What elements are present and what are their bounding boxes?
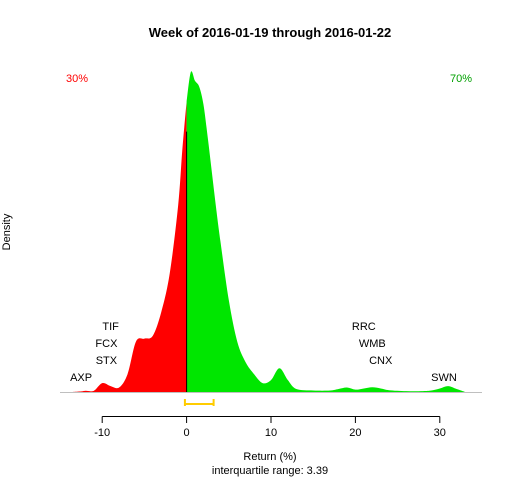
negative-percent-label: 30% <box>66 73 88 85</box>
x-tick-label: -10 <box>94 427 110 439</box>
x-axis-ticks: -10 0 10 20 30 <box>94 416 446 439</box>
iqr-subtitle: interquartile range: 3.39 <box>212 465 328 477</box>
chart-title: Week of 2016-01-19 through 2016-01-22 <box>149 25 392 40</box>
negative-density-area <box>72 101 187 392</box>
x-tick-label: 0 <box>184 427 190 439</box>
outlier-label-rrc: RRC <box>352 321 376 333</box>
outlier-label-axp: AXP <box>70 372 92 384</box>
outlier-label-tif: TIF <box>102 321 119 333</box>
x-axis-label: Return (%) <box>243 451 296 463</box>
positive-percent-label: 70% <box>450 73 472 85</box>
outlier-label-fcx: FCX <box>95 338 118 350</box>
density-areas <box>72 71 466 392</box>
outlier-label-cnx: CNX <box>369 355 393 367</box>
outlier-label-wmb: WMB <box>359 338 386 350</box>
outlier-labels: AXP STX FCX TIF RRC WMB CNX SWN <box>70 321 457 384</box>
y-axis-label: Density <box>1 213 13 250</box>
outlier-label-swn: SWN <box>431 372 457 384</box>
x-tick-label: 30 <box>434 427 446 439</box>
x-tick-label: 10 <box>265 427 277 439</box>
positive-density-area <box>186 71 466 392</box>
x-tick-label: 20 <box>349 427 361 439</box>
outlier-label-stx: STX <box>96 355 118 367</box>
